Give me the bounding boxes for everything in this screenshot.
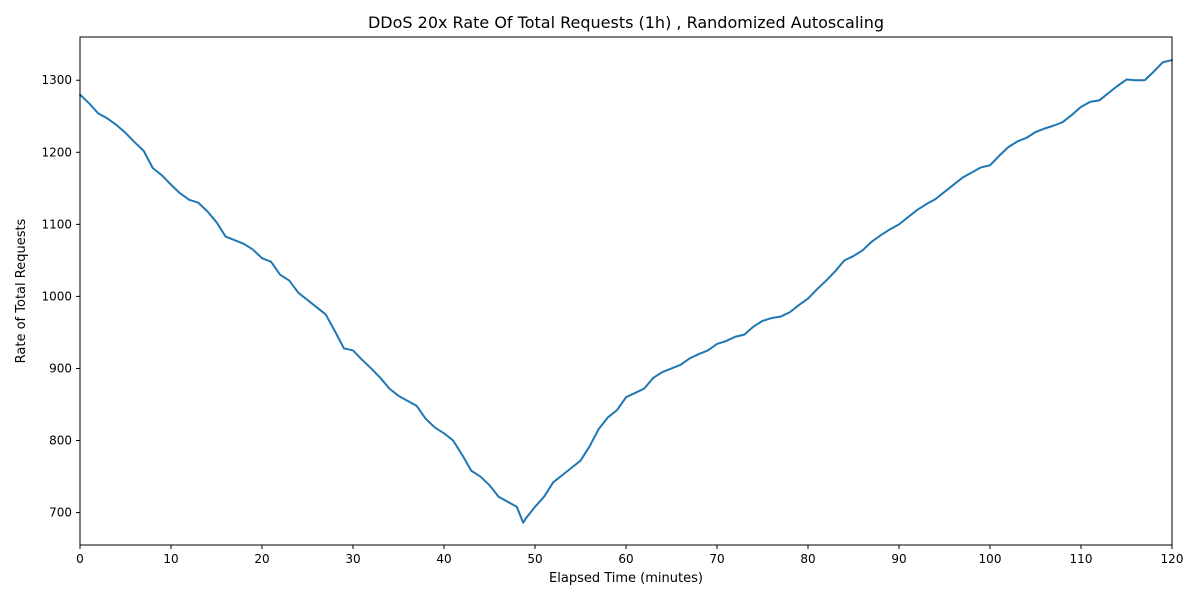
plot-background (80, 37, 1172, 545)
x-tick-label: 100 (979, 552, 1002, 566)
x-tick-label: 40 (436, 552, 451, 566)
data-layer (79, 59, 1173, 524)
y-tick-label: 1100 (41, 217, 72, 231)
y-tick-label: 1300 (41, 73, 72, 87)
x-tick-label: 30 (345, 552, 360, 566)
x-tick-label: 20 (254, 552, 269, 566)
x-axis-label: Elapsed Time (minutes) (549, 571, 703, 586)
y-axis-label: Rate of Total Requests (14, 218, 29, 363)
x-tick-label: 60 (618, 552, 633, 566)
series-line (79, 59, 1173, 524)
y-tick-label: 1000 (41, 289, 72, 303)
x-tick-label: 110 (1070, 552, 1093, 566)
y-tick-label: 1200 (41, 145, 72, 159)
x-axis: 0 10 20 30 40 50 60 70 80 90 100 110 120 (76, 545, 1183, 566)
y-tick-label: 700 (49, 506, 72, 520)
y-axis: 700 800 900 1000 1100 1200 1300 (41, 73, 80, 520)
y-tick-label: 800 (49, 434, 72, 448)
x-tick-label: 90 (891, 552, 906, 566)
x-tick-label: 120 (1161, 552, 1184, 566)
x-tick-label: 0 (76, 552, 84, 566)
x-tick-label: 50 (527, 552, 542, 566)
x-tick-label: 80 (800, 552, 815, 566)
x-tick-label: 10 (163, 552, 178, 566)
x-tick-label: 70 (709, 552, 724, 566)
chart-title: DDoS 20x Rate Of Total Requests (1h) , R… (368, 13, 884, 32)
y-tick-label: 900 (49, 361, 72, 375)
